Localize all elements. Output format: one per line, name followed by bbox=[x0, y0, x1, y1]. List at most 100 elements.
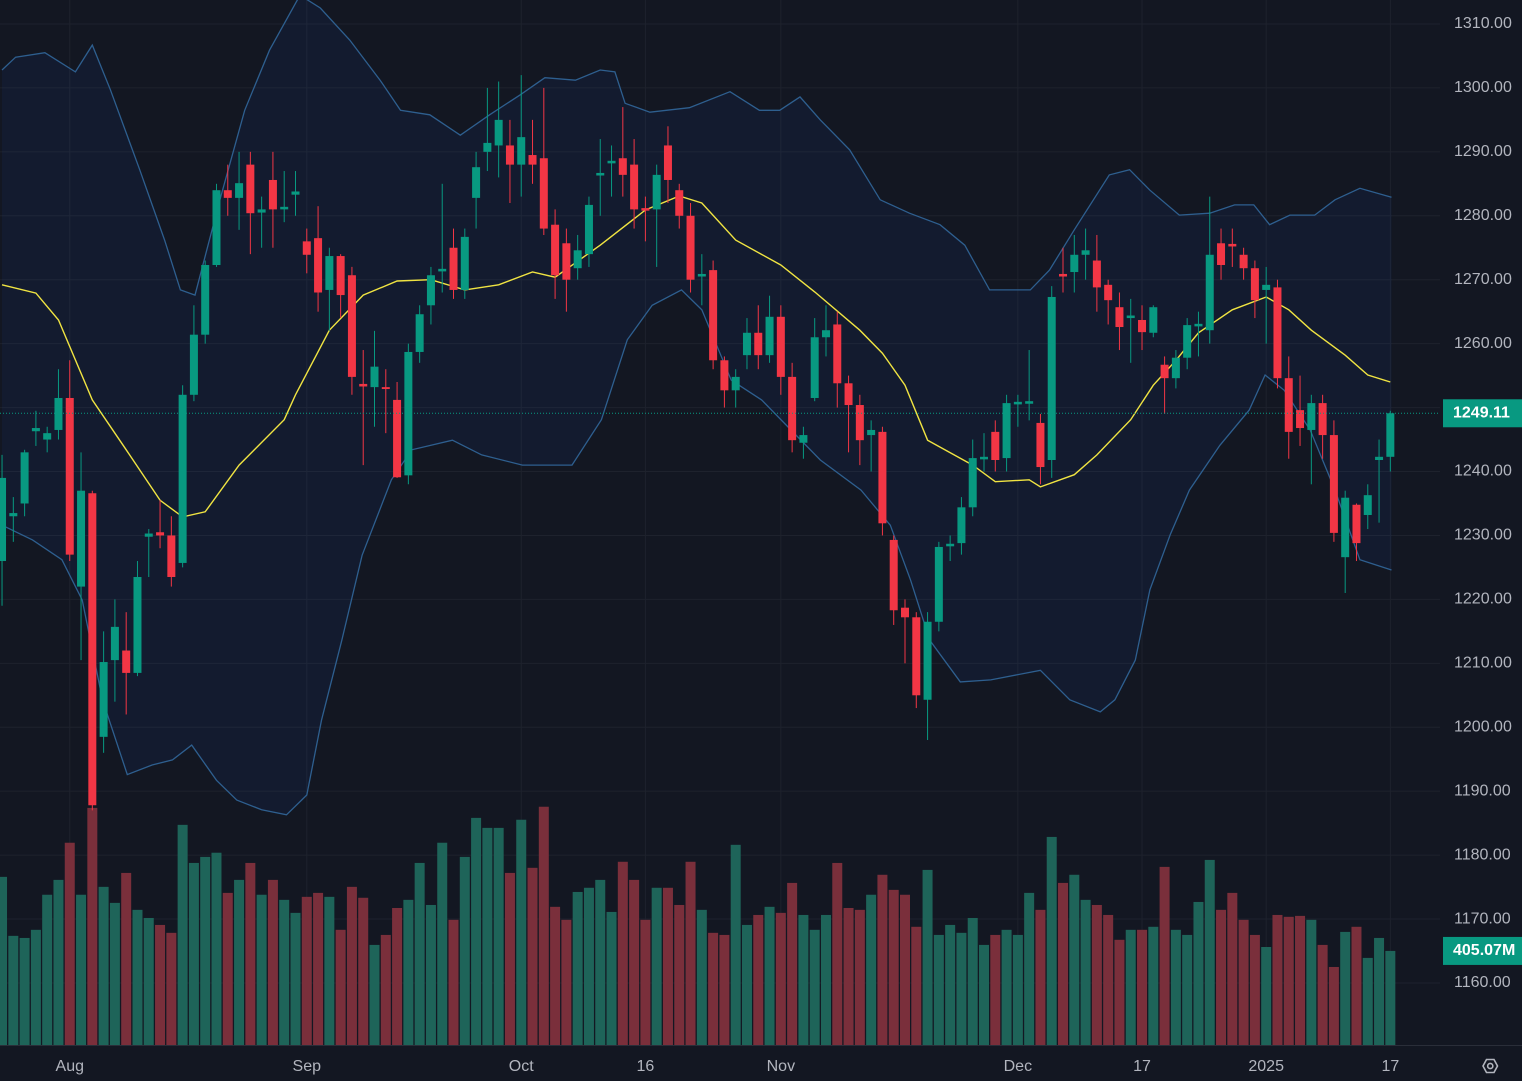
candle-body bbox=[110, 626, 119, 661]
candle-body bbox=[460, 236, 469, 290]
volume-bar bbox=[753, 914, 764, 1045]
volume-bar bbox=[990, 934, 1001, 1045]
candle-body bbox=[393, 399, 402, 478]
last-volume-tag bbox=[1443, 936, 1522, 965]
candle-body bbox=[900, 607, 909, 618]
candle-body bbox=[1047, 296, 1056, 461]
y-tick-label: 1160.00 bbox=[1454, 974, 1511, 991]
volume-bar bbox=[1362, 957, 1373, 1045]
candle-body bbox=[1194, 323, 1203, 327]
candle-body bbox=[686, 215, 695, 280]
candle-body bbox=[449, 247, 458, 290]
volume-bar bbox=[1024, 892, 1035, 1045]
volume-bar bbox=[392, 907, 403, 1045]
candle-body bbox=[968, 458, 977, 508]
volume-bar bbox=[245, 862, 256, 1045]
volume-bar bbox=[8, 935, 19, 1045]
volume-bar bbox=[899, 894, 910, 1045]
upper-band bbox=[1, 0, 1392, 296]
band-fill bbox=[2, 0, 1392, 815]
x-tick-label: 17 bbox=[1381, 1058, 1399, 1075]
candle-body bbox=[1307, 403, 1316, 430]
candle-body bbox=[359, 383, 368, 387]
volume-bar bbox=[437, 842, 448, 1045]
volume-bar bbox=[843, 907, 854, 1045]
volume-bar bbox=[1340, 931, 1351, 1045]
candle-body bbox=[1070, 254, 1079, 273]
y-tick-label: 1270.00 bbox=[1454, 271, 1512, 288]
y-tick-label: 1260.00 bbox=[1454, 335, 1512, 352]
x-tick-label: Oct bbox=[509, 1058, 534, 1075]
candle-body bbox=[246, 164, 255, 214]
candle-body bbox=[1126, 315, 1135, 319]
volume-bar bbox=[1114, 939, 1125, 1045]
volume-bar bbox=[956, 932, 967, 1045]
candle-body bbox=[122, 650, 131, 673]
candle-body bbox=[1036, 422, 1045, 468]
y-tick-label: 1170.00 bbox=[1454, 910, 1511, 927]
candle-body bbox=[1013, 401, 1022, 405]
volume-bar bbox=[866, 894, 877, 1045]
volume-bar bbox=[572, 891, 583, 1045]
y-tick-label: 1290.00 bbox=[1454, 143, 1512, 160]
volume-bar bbox=[403, 899, 414, 1045]
candle-body bbox=[596, 172, 605, 176]
volume-bar bbox=[538, 806, 549, 1045]
volume-bar bbox=[685, 861, 696, 1045]
volume-bar bbox=[109, 902, 120, 1045]
candle-body bbox=[788, 376, 797, 441]
volume-bar bbox=[290, 912, 301, 1045]
volume-bar bbox=[414, 862, 425, 1045]
volume-bar bbox=[809, 929, 820, 1045]
volume-bar bbox=[595, 879, 606, 1045]
candle-body bbox=[889, 539, 898, 611]
candle-body bbox=[381, 387, 390, 390]
candle-body bbox=[799, 435, 808, 443]
volume-bar bbox=[1351, 926, 1362, 1045]
volume-bar bbox=[346, 886, 357, 1045]
y-tick-label: 1200.00 bbox=[1454, 718, 1512, 735]
candle-body bbox=[1115, 307, 1124, 328]
candle-body bbox=[178, 394, 187, 563]
y-tick-label: 1220.00 bbox=[1454, 591, 1512, 608]
y-tick-label: 1240.00 bbox=[1454, 463, 1512, 480]
y-tick-label: 1310.00 bbox=[1454, 15, 1512, 32]
candle-body bbox=[742, 332, 751, 356]
candle-body bbox=[472, 167, 481, 198]
candle-body bbox=[88, 493, 97, 806]
volume-bar bbox=[64, 842, 75, 1045]
candle-body bbox=[517, 137, 526, 165]
x-tick-label: 17 bbox=[1133, 1058, 1151, 1075]
volume-bar bbox=[550, 906, 561, 1045]
candle-body bbox=[641, 208, 650, 211]
volume-bar bbox=[798, 914, 809, 1045]
volume-bar bbox=[313, 892, 324, 1045]
volume-bar bbox=[651, 887, 662, 1045]
settings-icon[interactable] bbox=[1482, 1058, 1499, 1074]
volume-bar bbox=[279, 899, 290, 1045]
candle-body bbox=[946, 543, 955, 547]
volume-bar bbox=[177, 824, 188, 1045]
x-tick-label: 2025 bbox=[1248, 1058, 1284, 1075]
x-tick-label: Sep bbox=[293, 1058, 322, 1075]
settings-button[interactable] bbox=[1482, 1058, 1499, 1074]
candle-body bbox=[810, 337, 819, 398]
volume-bar bbox=[1103, 914, 1114, 1045]
candle-body bbox=[370, 366, 379, 388]
settings-icon-center[interactable] bbox=[1486, 1062, 1494, 1070]
last-price-label: 1249.11 bbox=[1453, 404, 1510, 421]
candle-body bbox=[1002, 403, 1011, 459]
x-tick-label: Dec bbox=[1004, 1058, 1032, 1075]
lower-band bbox=[1, 289, 1392, 816]
plot-area bbox=[0, 0, 1440, 1045]
candle-body bbox=[584, 204, 593, 255]
volume-bar bbox=[459, 856, 470, 1045]
axes: 1160.00 1170.00 1180.00 1190.00 1200.00 1210.… bbox=[0, 15, 1522, 1075]
volume-bar bbox=[516, 819, 527, 1045]
candle-body bbox=[235, 183, 244, 198]
volume-bar bbox=[1295, 915, 1306, 1045]
volume-bar bbox=[696, 909, 707, 1045]
volume-bar bbox=[1306, 919, 1317, 1045]
volume-bar bbox=[30, 929, 41, 1045]
